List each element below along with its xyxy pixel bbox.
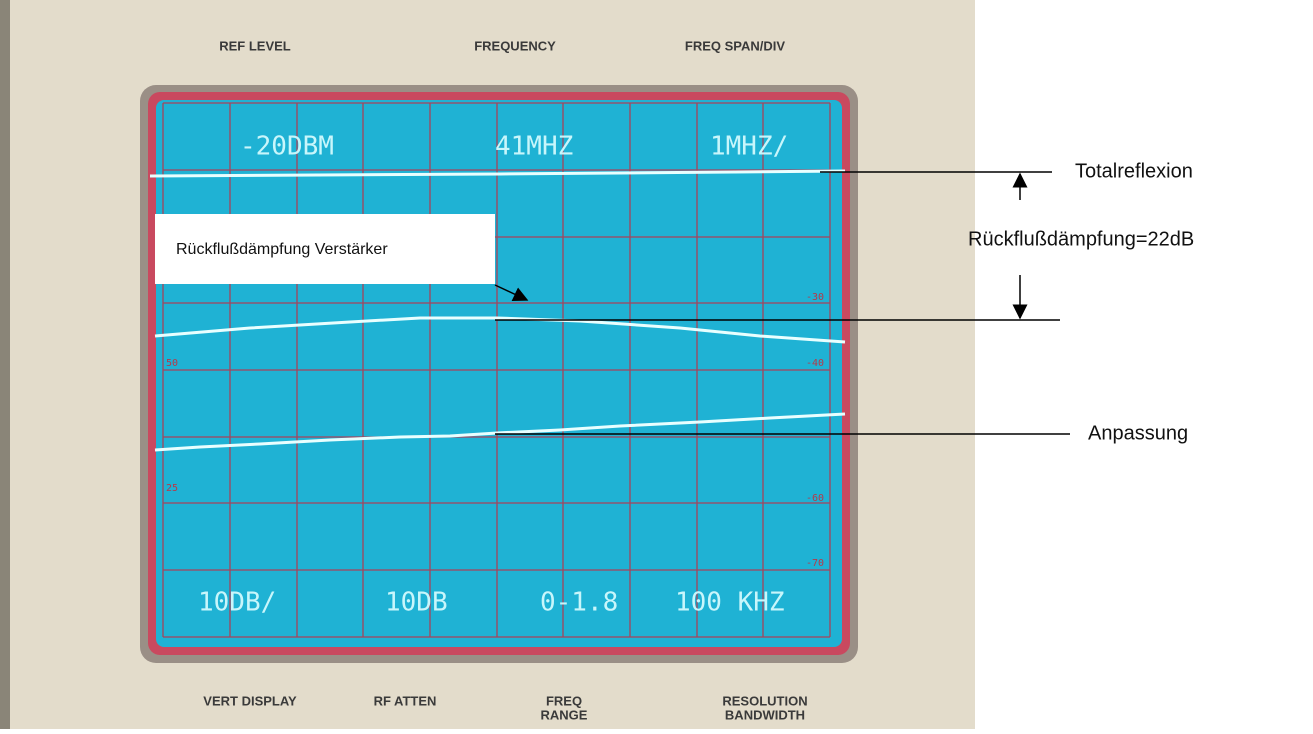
panel-label: RF ATTEN bbox=[374, 693, 437, 708]
scale-label: -40 bbox=[806, 358, 824, 369]
readout: -20DBM bbox=[240, 132, 334, 162]
readout: 41MHZ bbox=[495, 132, 573, 162]
readout: 0-1.8 bbox=[540, 588, 618, 618]
scale-label: -30 bbox=[806, 292, 824, 303]
panel-label: FREQ bbox=[546, 693, 582, 708]
annotation: Rückflußdämpfung Verstärker bbox=[176, 241, 388, 258]
bezel-edge bbox=[0, 0, 10, 729]
panel-label: RANGE bbox=[541, 707, 588, 722]
annotation: Anpassung bbox=[1088, 422, 1188, 444]
panel-label: FREQUENCY bbox=[474, 38, 556, 53]
trace-amplifier bbox=[154, 316, 846, 344]
annotation: Totalreflexion bbox=[1075, 160, 1193, 182]
label-box bbox=[155, 214, 495, 284]
trace-total bbox=[149, 169, 846, 178]
panel-label: RESOLUTION bbox=[722, 693, 807, 708]
panel-label: REF LEVEL bbox=[219, 38, 291, 53]
trace-match bbox=[154, 412, 846, 452]
readout: 10DB bbox=[385, 588, 448, 618]
scale-label: 50 bbox=[166, 358, 178, 369]
readout: 10DB/ bbox=[198, 588, 276, 618]
screen bbox=[156, 100, 842, 647]
scale-label: -70 bbox=[806, 558, 824, 569]
graticule bbox=[162, 102, 831, 638]
readout: 1MHZ/ bbox=[710, 132, 788, 162]
readout: 100 KHZ bbox=[675, 588, 785, 618]
panel-label: VERT DISPLAY bbox=[203, 693, 297, 708]
annotation: Rückflußdämpfung=22dB bbox=[968, 228, 1194, 250]
panel-label: BANDWIDTH bbox=[725, 707, 805, 722]
panel-label: FREQ SPAN/DIV bbox=[685, 38, 785, 53]
scale-label: -60 bbox=[806, 493, 824, 504]
arrow bbox=[494, 284, 529, 302]
scale-label: 25 bbox=[166, 483, 178, 494]
